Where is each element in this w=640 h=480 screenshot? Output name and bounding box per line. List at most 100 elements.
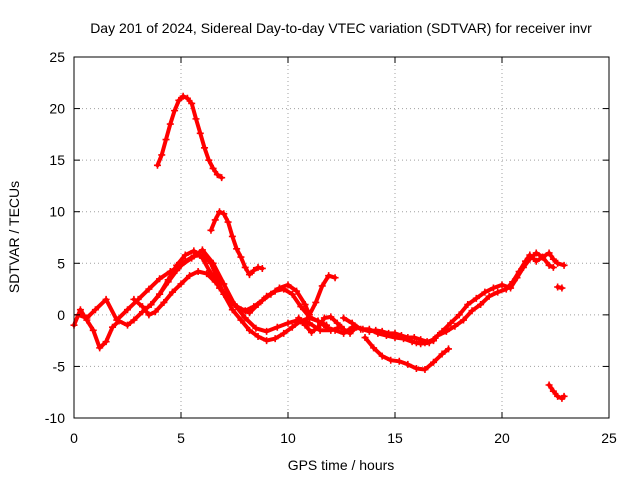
data-point [216, 284, 224, 292]
data-point [532, 249, 540, 257]
data-point [297, 303, 305, 311]
data-point [507, 284, 515, 292]
data-point [198, 246, 206, 254]
data-point [250, 303, 258, 311]
data-point [549, 263, 557, 271]
data-point [83, 314, 91, 322]
data-point [387, 356, 395, 364]
data-point [554, 259, 562, 267]
y-tick-label: 15 [49, 152, 65, 168]
data-point [357, 325, 365, 333]
data-point [554, 392, 562, 400]
y-axis-label: SDTVAR / TECUs [6, 181, 22, 293]
data-point [138, 303, 146, 311]
data-point [205, 156, 213, 164]
data-point [554, 283, 562, 291]
y-tick-label: -10 [45, 410, 65, 426]
data-point [539, 253, 547, 261]
data-point [346, 329, 354, 337]
data-point [213, 171, 221, 179]
x-tick-label: 20 [494, 430, 510, 446]
data-point [102, 295, 110, 303]
data-point [241, 263, 249, 271]
data-point [198, 254, 206, 262]
data-point [312, 298, 320, 306]
data-point [124, 306, 131, 314]
data-point [438, 350, 446, 358]
data-point [288, 290, 296, 298]
series-arc-6 [153, 92, 226, 182]
chart-title: Day 201 of 2024, Sidereal Day-to-day VTE… [90, 20, 592, 36]
data-point [410, 334, 418, 342]
data-point [485, 292, 493, 300]
data-point [395, 357, 403, 365]
data-point [391, 334, 399, 342]
data-point [151, 308, 159, 316]
data-point [545, 381, 553, 389]
data-point [481, 288, 489, 296]
data-point [156, 275, 164, 283]
data-point [211, 216, 219, 224]
x-tick-label: 10 [280, 430, 296, 446]
data-point [209, 164, 217, 172]
data-point [284, 319, 292, 327]
data-point [188, 254, 196, 262]
data-point [459, 316, 467, 324]
data-point [327, 313, 335, 321]
data-point [220, 280, 228, 288]
data-point [314, 323, 322, 331]
series-arc-5 [207, 208, 266, 279]
data-point [153, 161, 161, 169]
data-point [89, 326, 97, 334]
data-point [241, 307, 249, 315]
data-point [445, 345, 452, 353]
data-point [91, 306, 99, 314]
data-point [545, 261, 553, 269]
data-point [252, 324, 260, 332]
data-point [273, 323, 281, 331]
data-point [186, 272, 194, 280]
data-point [207, 270, 215, 278]
data-point [254, 263, 262, 271]
y-tick-label: -5 [53, 358, 66, 374]
data-point [305, 311, 313, 319]
data-point [451, 322, 459, 330]
data-point [404, 360, 412, 368]
series-arc-4 [147, 247, 339, 319]
data-point [455, 311, 463, 319]
data-point [145, 285, 153, 293]
data-point [145, 311, 153, 319]
data-point [378, 352, 386, 360]
series-arc-10 [361, 334, 452, 374]
data-point [532, 257, 540, 265]
data-point [102, 338, 110, 346]
data-point [295, 314, 303, 322]
data-point [308, 328, 316, 336]
data-point [301, 301, 309, 309]
data-point [177, 280, 185, 288]
data-point [412, 339, 420, 347]
data-point [76, 306, 84, 314]
data-point [400, 335, 408, 343]
data-point [489, 284, 497, 292]
y-tick-label: 5 [57, 255, 65, 271]
data-point [558, 284, 566, 292]
axis-ticks [73, 56, 610, 419]
data-point [280, 329, 288, 337]
data-point [190, 247, 198, 255]
data-point [430, 358, 438, 366]
data-point [160, 298, 168, 306]
data-point [263, 327, 271, 335]
series-arc-8 [340, 249, 568, 348]
data-point [162, 136, 170, 144]
data-point [340, 325, 348, 333]
data-point [250, 267, 258, 275]
data-point [147, 301, 155, 309]
data-point [374, 329, 382, 337]
data-point [421, 339, 429, 347]
data-point [192, 115, 200, 123]
data-point [305, 319, 313, 327]
data-point [513, 274, 521, 282]
data-point [237, 316, 245, 324]
